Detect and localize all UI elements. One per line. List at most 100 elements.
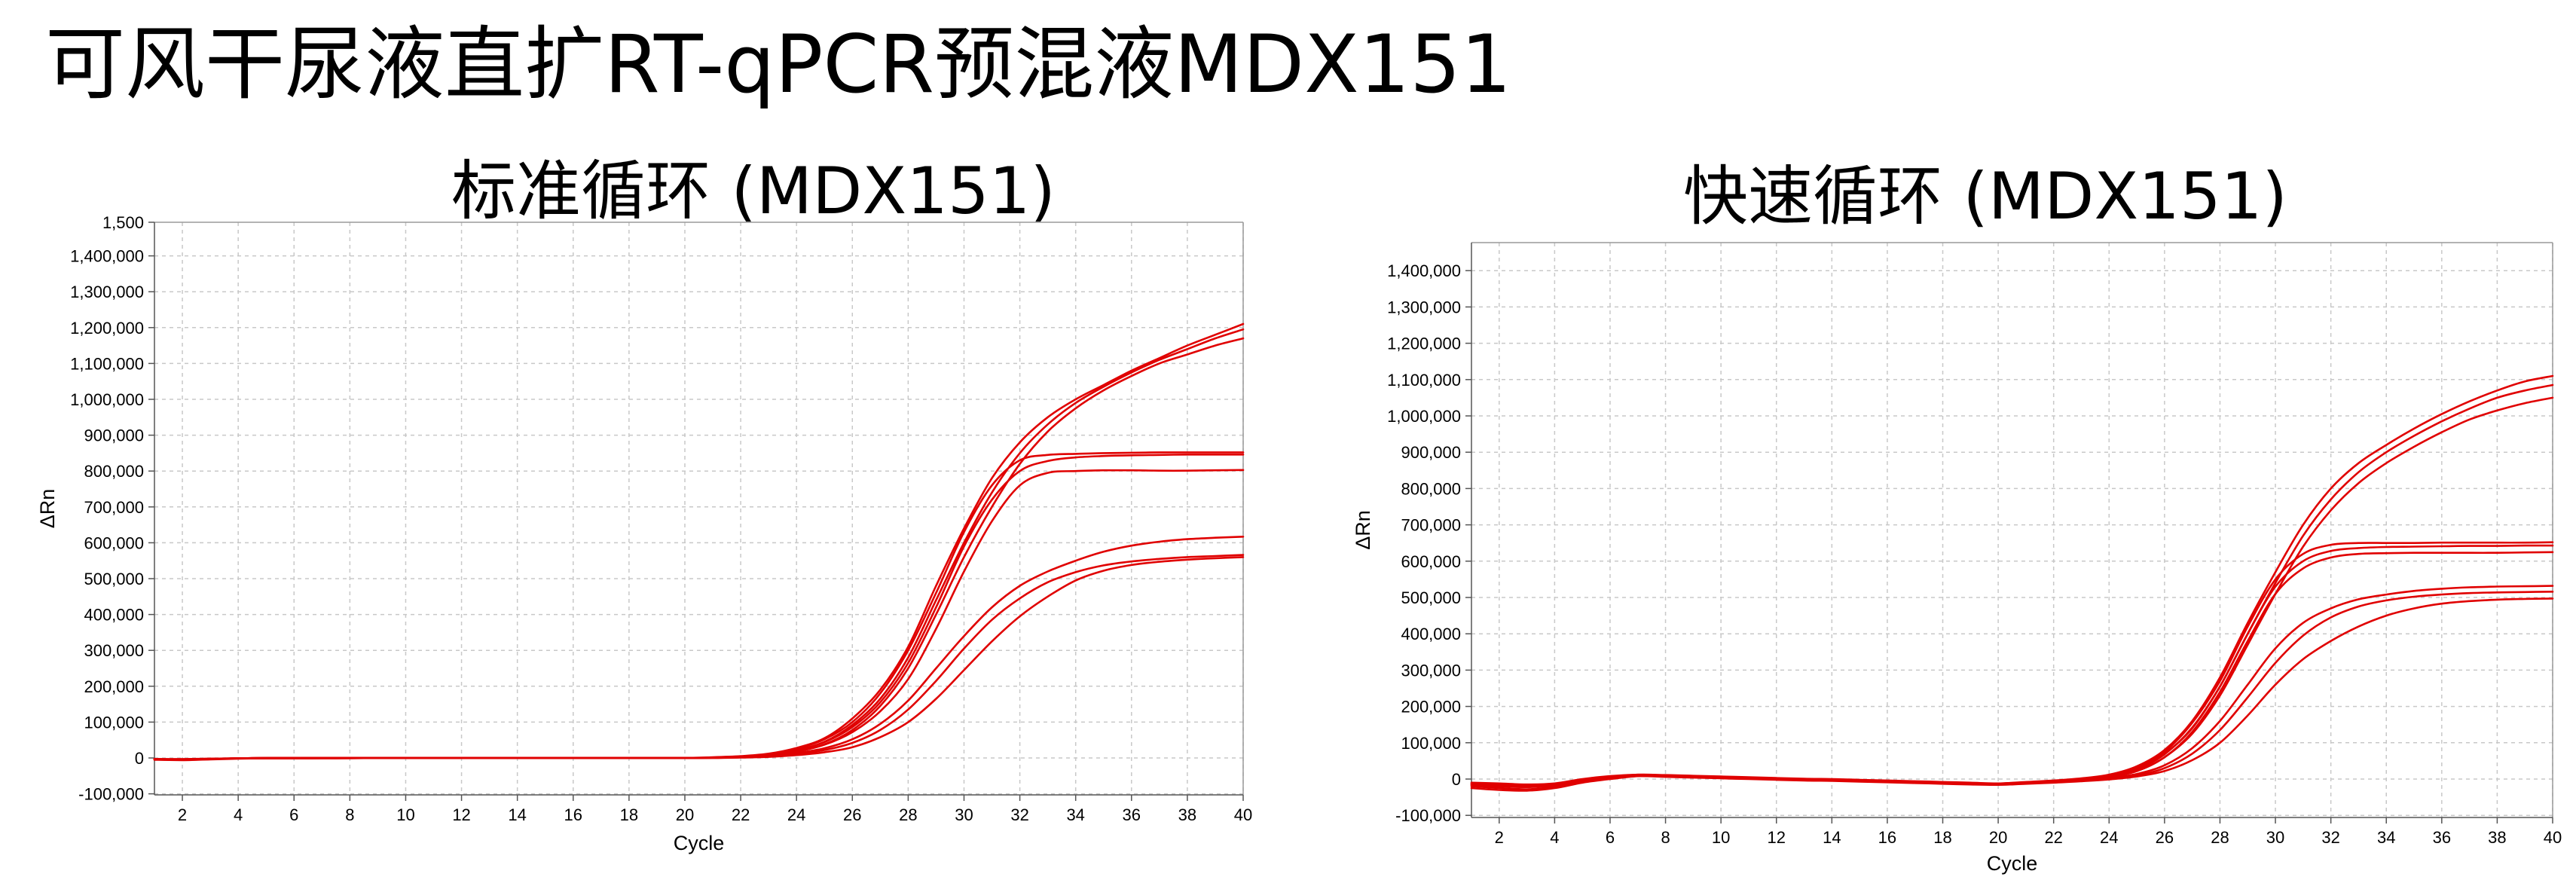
x-tick-label: 36 [2433, 828, 2451, 847]
x-tick-label: 38 [1178, 805, 1196, 824]
y-tick-label: -100,000 [1395, 806, 1461, 825]
series-group [1470, 374, 2554, 792]
x-tick-label: 6 [289, 805, 298, 824]
y-tick-label: 100,000 [1401, 734, 1461, 753]
y-tick-label: 1,500 [102, 213, 144, 232]
series-line-3 [153, 337, 1245, 761]
y-tick-label: 300,000 [1401, 661, 1461, 680]
x-tick-label: 24 [787, 805, 805, 824]
x-tick-label: 12 [452, 805, 470, 824]
y-tick-label: 0 [135, 749, 144, 768]
y-tick-label: 600,000 [84, 533, 144, 552]
chart-title: 标准循环 (MDX151) [451, 154, 1056, 229]
series-line-1 [1470, 374, 2554, 788]
x-axis-label: Cycle [674, 832, 725, 854]
x-tick-label: 40 [1234, 805, 1252, 824]
y-tick-label: 1,100,000 [1387, 371, 1461, 390]
series-line-2 [1470, 383, 2554, 790]
y-tick-label: 400,000 [1401, 625, 1461, 643]
x-tick-label: 4 [1550, 828, 1559, 847]
x-tick-label: 38 [2488, 828, 2506, 847]
y-axis-label: ΔRn [36, 489, 59, 529]
y-tick-label: -100,000 [78, 785, 144, 804]
x-tick-label: 4 [234, 805, 243, 824]
y-tick-label: 400,000 [84, 606, 144, 625]
x-tick-label: 32 [2321, 828, 2339, 847]
y-tick-label: 700,000 [84, 498, 144, 517]
y-tick-label: 1,200,000 [70, 319, 144, 338]
x-tick-label: 26 [843, 805, 861, 824]
x-tick-label: 36 [1123, 805, 1141, 824]
x-tick-label: 18 [620, 805, 638, 824]
y-tick-label: 1,200,000 [1387, 335, 1461, 353]
y-tick-label: 600,000 [1401, 552, 1461, 571]
series-line-1 [153, 322, 1245, 762]
x-tick-label: 2 [1495, 828, 1504, 847]
series-line-8 [1470, 591, 2554, 787]
x-tick-label: 16 [1878, 828, 1896, 847]
y-tick-label: 1,000,000 [1387, 407, 1461, 426]
x-tick-label: 8 [1661, 828, 1670, 847]
chart-standard-cycle: 标准循环 (MDX151) Cycle ΔRn -100,000 0 100,000… [36, 154, 1252, 854]
y-tick-label: 500,000 [84, 570, 144, 588]
series-line-4 [153, 451, 1245, 761]
x-tick-label: 20 [1989, 828, 2007, 847]
x-tick-label: 14 [1823, 828, 1841, 847]
x-tick-label: 22 [2044, 828, 2062, 847]
chart-title: 快速循环 (MDX151) [1683, 159, 2287, 234]
series-line-4 [1470, 541, 2554, 786]
y-tick-label: 1,400,000 [1387, 261, 1461, 280]
series-line-8 [153, 554, 1245, 761]
series-line-5 [1470, 544, 2554, 787]
x-tick-label: 22 [732, 805, 750, 824]
y-tick-label: 1,300,000 [70, 283, 144, 301]
page-title: 可风干尿液直扩RT-qPCR预混液MDX151 [45, 18, 1512, 111]
x-tick-label: 16 [564, 805, 582, 824]
series-line-9 [153, 556, 1245, 760]
y-axis-label: ΔRn [1352, 510, 1374, 550]
x-tick-label: 2 [178, 805, 187, 824]
series-line-2 [153, 328, 1245, 761]
y-tick-label: 500,000 [1401, 588, 1461, 607]
grid [1471, 243, 2553, 817]
series-line-9 [1470, 597, 2554, 788]
x-tick-label: 30 [2266, 828, 2284, 847]
x-tick-label: 26 [2156, 828, 2174, 847]
y-tick-label: 1,100,000 [70, 354, 144, 373]
series-line-5 [153, 453, 1245, 761]
grid [154, 222, 1244, 795]
y-tick-label: 900,000 [84, 426, 144, 445]
y-tick-label: 1,000,000 [70, 390, 144, 409]
x-tick-label: 34 [2377, 828, 2395, 847]
y-tick-label: 800,000 [84, 462, 144, 481]
series-line-6 [1470, 551, 2554, 787]
x-tick-label: 28 [899, 805, 917, 824]
x-tick-label: 8 [345, 805, 354, 824]
y-tick-label: 900,000 [1401, 443, 1461, 462]
x-tick-label: 10 [1712, 828, 1730, 847]
x-tick-label: 10 [396, 805, 414, 824]
y-tick-label: 100,000 [84, 713, 144, 732]
y-tick-label: 300,000 [84, 641, 144, 660]
x-tick-label: 20 [676, 805, 694, 824]
y-tick-label: 0 [1452, 770, 1461, 789]
x-tick-label: 14 [508, 805, 526, 824]
x-tick-label: 40 [2544, 828, 2562, 847]
series-group [153, 322, 1245, 762]
x-tick-label: 28 [2211, 828, 2229, 847]
y-tick-label: 1,300,000 [1387, 298, 1461, 316]
x-tick-label: 34 [1066, 805, 1084, 824]
y-tick-label: 700,000 [1401, 516, 1461, 535]
x-tick-label: 12 [1768, 828, 1786, 847]
x-tick-label: 24 [2100, 828, 2118, 847]
series-line-7 [1470, 585, 2554, 787]
y-tick-label: 200,000 [1401, 698, 1461, 717]
x-tick-label: 30 [955, 805, 973, 824]
chart-fast-cycle: 快速循环 (MDX151) Cycle ΔRn -100,000 0 100,000… [1352, 159, 2562, 875]
x-axis-label: Cycle [1987, 852, 2038, 875]
y-tick-label: 200,000 [84, 677, 144, 696]
x-tick-label: 32 [1010, 805, 1028, 824]
y-tick-label: 1,400,000 [70, 247, 144, 266]
x-tick-label: 18 [1933, 828, 1951, 847]
x-tick-label: 6 [1606, 828, 1615, 847]
